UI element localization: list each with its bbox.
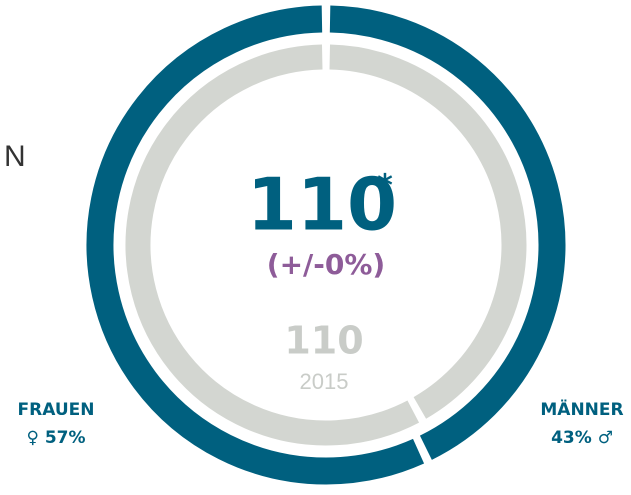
donut-segment <box>329 5 566 460</box>
symbol: ♂ <box>598 428 613 448</box>
rings <box>86 5 566 485</box>
value-label: 43% <box>551 428 592 448</box>
legend-label: MÄNNER <box>540 398 623 420</box>
change: (+/-0%) <box>267 248 385 281</box>
donut-segment <box>125 44 420 446</box>
previous-total: 110 <box>284 319 363 363</box>
donut-segment <box>329 44 527 419</box>
total-note: * <box>377 169 393 204</box>
symbol: ♀ <box>26 428 38 448</box>
total: 110 <box>247 163 397 247</box>
legend-value: ♀ 57% <box>26 428 85 448</box>
value-label: 57% <box>45 428 86 448</box>
legend-label: FRAUEN <box>18 400 95 420</box>
side-text: N <box>4 140 26 173</box>
donut-segment <box>86 5 425 485</box>
legend-value: 43% ♂ <box>551 428 613 448</box>
previous-year: 2015 <box>300 369 349 394</box>
